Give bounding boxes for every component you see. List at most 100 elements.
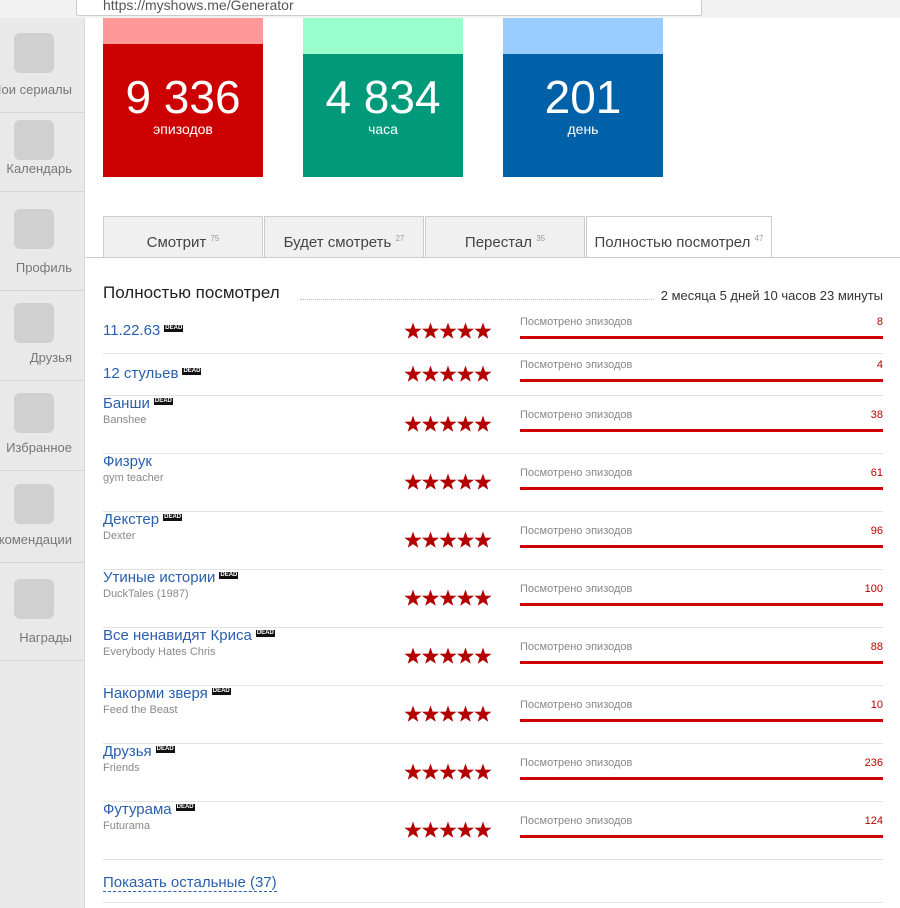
star xyxy=(456,531,475,548)
sidebar-item[interactable]: Мои сериалы xyxy=(0,18,84,113)
show-row: 11.22.63 DEAD Посмотрено эпизодов 8 xyxy=(103,310,883,354)
show-row: Накорми зверя DEAD Feed the Beast Посмотрен… xyxy=(103,685,883,744)
sidebar-item[interactable]: Календарь xyxy=(0,112,84,192)
star xyxy=(474,531,492,548)
show-link[interactable]: Физрук xyxy=(103,453,152,470)
sidebar-icon xyxy=(14,33,54,73)
tab-count: 27 xyxy=(395,234,405,243)
show-link[interactable]: Накорми зверя xyxy=(103,685,208,702)
show-more[interactable]: Показать остальные (37) xyxy=(103,874,277,892)
tab-label: Перестал xyxy=(464,234,533,251)
sidebar-item[interactable]: Профиль xyxy=(0,191,84,291)
star xyxy=(456,473,475,490)
star xyxy=(404,365,422,382)
tab[interactable]: Смотрит 75 xyxy=(103,216,263,258)
stat-box: 4 834 часа xyxy=(303,18,463,177)
show-link[interactable]: Все ненавидят Криса xyxy=(103,627,252,644)
show-original: Everybody Hates Chris xyxy=(103,646,216,658)
show-title: Утиные истории DEAD xyxy=(103,569,239,586)
show-link[interactable]: Футурама xyxy=(103,801,172,818)
stat-value: 201 xyxy=(544,71,622,123)
stat-strip xyxy=(503,18,663,54)
progress-bar xyxy=(520,777,883,780)
star xyxy=(404,763,422,780)
star xyxy=(474,589,492,606)
stat-label: часа xyxy=(368,121,398,137)
star xyxy=(404,705,422,722)
stat-value: 4 834 xyxy=(325,71,441,123)
progress-bar xyxy=(520,719,883,722)
star xyxy=(456,647,475,664)
star xyxy=(474,322,492,339)
sidebar-icon xyxy=(14,393,54,433)
sidebar-label: Награды xyxy=(19,630,72,645)
tab[interactable]: Будет смотреть 27 xyxy=(264,216,424,258)
stat-label: эпизодов xyxy=(153,121,213,137)
status-badge: DEAD xyxy=(153,398,173,405)
progress-label: Посмотрено эпизодов xyxy=(520,757,633,769)
star xyxy=(456,821,475,838)
progress-bar xyxy=(520,835,883,838)
url-field[interactable]: https://myshows.me/Generator xyxy=(76,0,702,16)
episode-count: 8 xyxy=(876,316,883,328)
rating xyxy=(404,821,492,838)
star xyxy=(421,705,440,722)
show-link[interactable]: Банши xyxy=(103,395,150,412)
rating xyxy=(404,647,492,664)
show-link[interactable]: 11.22.63 xyxy=(103,322,161,339)
status-badge: DEAD xyxy=(219,572,239,579)
stat-box: 9 336 эпизодов xyxy=(103,18,263,177)
star xyxy=(456,322,475,339)
star xyxy=(404,415,422,432)
divider xyxy=(103,902,883,903)
star xyxy=(421,365,440,382)
sidebar-icon xyxy=(14,579,54,619)
sidebar-icon xyxy=(14,119,54,160)
show-row: Футурама DEAD Futurama Посмотрено эпизодов 1… xyxy=(103,801,883,860)
episode-count: 236 xyxy=(864,757,883,769)
rating xyxy=(404,589,492,606)
show-link[interactable]: Друзья xyxy=(103,743,152,760)
star xyxy=(439,531,457,548)
progress-label: Посмотрено эпизодов xyxy=(520,316,633,328)
episode-count: 124 xyxy=(864,815,883,827)
status-badge: DEAD xyxy=(175,804,195,811)
sidebar-item[interactable]: Награды xyxy=(0,562,84,661)
sidebar-label: Профиль xyxy=(15,260,72,275)
progress-label: Посмотрено эпизодов xyxy=(520,525,633,537)
star xyxy=(421,531,440,548)
stat-label: день xyxy=(567,121,599,137)
show-original: Futurama xyxy=(103,820,151,832)
show-original: gym teacher xyxy=(103,472,164,484)
sidebar-item[interactable]: Друзья xyxy=(0,290,84,381)
progress-label: Посмотрено эпизодов xyxy=(520,583,633,595)
tab[interactable]: Перестал 35 xyxy=(425,216,585,258)
episode-count: 10 xyxy=(870,699,883,711)
star xyxy=(439,322,457,339)
star xyxy=(474,473,492,490)
star xyxy=(474,821,492,838)
status-badge: DEAD xyxy=(211,688,231,695)
show-link[interactable]: 12 стульев xyxy=(103,364,179,382)
sidebar-item[interactable]: Избранное xyxy=(0,380,84,471)
dots xyxy=(300,299,880,300)
tab[interactable]: Полностью посмотрел 47 xyxy=(586,216,772,258)
show-row: Друзья DEAD Friends Посмотрено эпизодов 236 xyxy=(103,743,883,802)
show-link[interactable]: Утиные истории xyxy=(103,569,216,586)
status-badge: DEAD xyxy=(182,367,202,375)
tab-label: Будет смотреть xyxy=(283,234,392,251)
tab-line xyxy=(85,257,900,258)
star xyxy=(421,647,440,664)
progress-bar xyxy=(520,661,883,664)
sidebar-item[interactable]: Рекомендации xyxy=(0,470,84,563)
status-badge: DEAD xyxy=(163,514,183,521)
show-link[interactable]: Декстер xyxy=(103,511,160,528)
star xyxy=(421,821,440,838)
star xyxy=(474,705,492,722)
show-original: Dexter xyxy=(103,530,136,542)
sidebar: Мои сериалы Календарь Профиль Друзья Избранн… xyxy=(0,18,85,908)
stat-box: 201 день xyxy=(503,18,663,177)
star xyxy=(421,473,440,490)
star xyxy=(439,821,457,838)
sidebar-label: Рекомендации xyxy=(0,532,72,547)
